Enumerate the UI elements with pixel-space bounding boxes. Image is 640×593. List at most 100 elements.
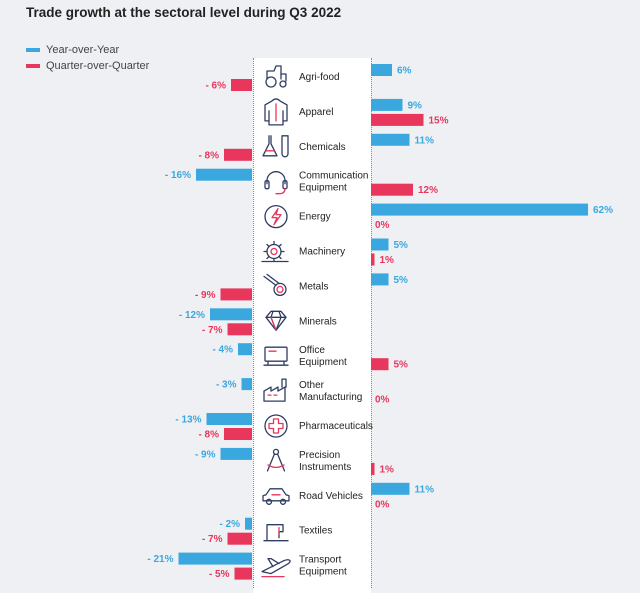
gear-icon — [261, 240, 289, 263]
data-label-yoy: 11% — [415, 135, 435, 146]
category-row-machinery: Machinery 5% 1% — [261, 238, 409, 266]
category-label: Road Vehicles — [299, 491, 363, 502]
bar-qoq — [371, 253, 375, 266]
headset-icon — [264, 171, 288, 195]
data-label-qoq: - 9% — [195, 290, 216, 301]
flask-icon — [262, 135, 289, 158]
sewing-machine-icon — [263, 524, 289, 542]
data-label-qoq: - 5% — [209, 569, 230, 580]
data-label-yoy: - 9% — [195, 449, 216, 460]
category-label: Machinery — [299, 247, 345, 258]
bar-qoq — [234, 567, 252, 580]
bar-yoy — [371, 482, 410, 495]
monitor-icon — [263, 346, 289, 366]
category-row-textiles: Textiles - 2% - 7% — [202, 517, 332, 545]
data-label-qoq: 0% — [375, 395, 390, 406]
medical-cross-icon-ring — [264, 414, 288, 438]
data-label-yoy: 9% — [408, 100, 423, 111]
data-label-yoy: - 12% — [179, 310, 205, 321]
jacket-icon — [264, 98, 288, 126]
bar-qoq — [220, 288, 252, 301]
category-label: Equipment — [299, 357, 347, 368]
headset-icon-ear-left — [264, 180, 270, 190]
compass-icon-arc — [267, 464, 285, 469]
data-label-qoq: 0% — [375, 220, 390, 231]
data-label-yoy: - 2% — [219, 519, 240, 530]
diamond-icon-shine — [270, 316, 277, 331]
category-row-agri-food: Agri-food 6% - 6% — [205, 64, 412, 92]
tractor-icon-wheel — [265, 76, 277, 88]
tractor-icon — [265, 65, 287, 88]
category-label: Metals — [299, 281, 328, 292]
compass-icon-hinge — [272, 448, 280, 456]
airplane-icon — [261, 557, 291, 578]
bar-qoq — [231, 79, 252, 91]
bar-yoy — [371, 238, 389, 251]
tractor-icon-hood — [280, 73, 287, 82]
factory-icon-body — [263, 386, 286, 402]
data-label-yoy: 62% — [593, 205, 613, 216]
bar-qoq — [371, 462, 375, 475]
category-row-metals: Metals 5% - 9% — [195, 273, 408, 301]
data-label-qoq: 1% — [380, 255, 395, 266]
diamond-icon — [265, 310, 287, 331]
headset-icon-band — [266, 171, 286, 185]
tractor-icon-wheel-small — [279, 80, 287, 88]
category-row-energy: Energy 62% 0% — [264, 203, 613, 231]
legend-label-yoy: Year-over-Year — [46, 44, 120, 56]
monitor-icon-screen — [264, 346, 288, 362]
lightning-icon-ring — [264, 204, 288, 229]
tractor-icon-body — [266, 65, 282, 80]
compass-icon-legs — [266, 453, 286, 472]
data-label-qoq: 5% — [394, 360, 409, 371]
category-label: Other — [299, 380, 325, 391]
headset-icon-mic — [275, 188, 286, 195]
jacket-icon-body — [264, 98, 288, 126]
sewing-machine-icon-body — [263, 524, 289, 542]
legend-item-quarter-over-quarter: Quarter-over-Quarter — [26, 60, 149, 72]
data-label-qoq: - 6% — [205, 81, 226, 92]
bar-qoq — [224, 428, 252, 440]
data-label-yoy: - 3% — [216, 380, 237, 391]
legend-swatch-qoq — [26, 64, 40, 69]
metal-coil-icon-strip — [263, 273, 280, 287]
car-icon-wheel-right — [279, 498, 287, 505]
bar-yoy — [178, 552, 252, 565]
bar-yoy — [245, 517, 252, 530]
data-label-yoy: - 4% — [212, 345, 233, 356]
bar-qoq — [371, 113, 424, 126]
data-label-yoy: 5% — [394, 240, 409, 251]
airplane-icon-fuselage — [261, 559, 291, 575]
bar-qoq — [227, 532, 252, 545]
category-row-apparel: Apparel 9% 15% — [264, 98, 449, 126]
bar-yoy — [371, 203, 588, 216]
category-label: Instruments — [299, 462, 351, 473]
compass-icon — [266, 448, 286, 472]
bar-yoy — [220, 447, 252, 460]
category-label: Minerals — [299, 316, 337, 327]
data-label-yoy: - 21% — [147, 554, 173, 565]
category-row-road-vehicles: Road Vehicles 11% 0% — [262, 482, 434, 510]
monitor-icon-stand — [263, 360, 289, 366]
car-icon — [262, 488, 290, 505]
car-icon-wheel-left — [265, 498, 273, 505]
metal-coil-icon-core — [276, 285, 284, 294]
bar-yoy — [371, 98, 403, 111]
category-label: Pharmaceuticals — [299, 421, 373, 432]
legend-swatch-yoy — [26, 48, 40, 53]
gear-icon-hub — [270, 247, 278, 256]
data-label-yoy: 6% — [397, 66, 412, 77]
lightning-icon-bolt — [271, 207, 282, 226]
data-label-qoq: - 7% — [202, 325, 223, 336]
bar-yoy — [206, 413, 252, 425]
category-label: Equipment — [299, 567, 347, 578]
category-label: Transport — [299, 555, 342, 566]
bar-yoy — [241, 378, 252, 391]
category-row-minerals: Minerals - 12% - 7% — [179, 308, 337, 336]
axis-line-left — [253, 58, 254, 588]
